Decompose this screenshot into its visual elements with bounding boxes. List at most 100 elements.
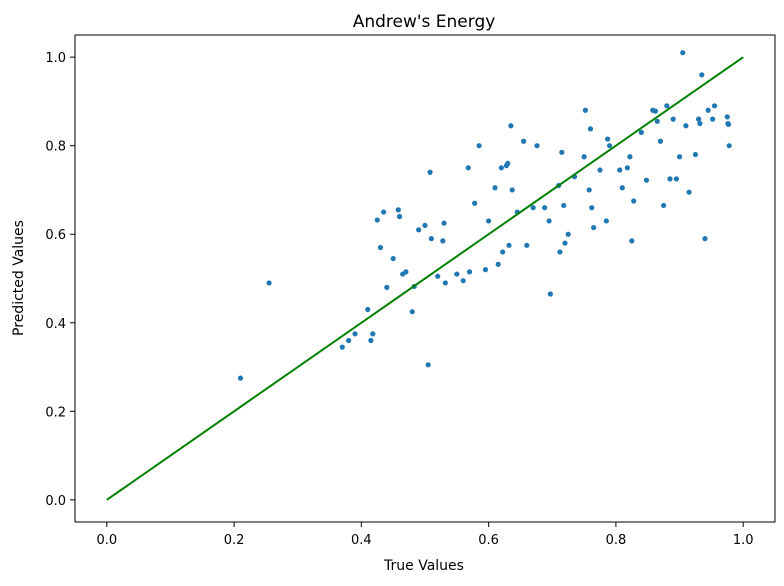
scatter-point: [428, 236, 434, 242]
scatter-point: [486, 218, 492, 224]
reference-line: [106, 56, 744, 501]
scatter-point: [346, 337, 352, 344]
scatter-point: [557, 249, 563, 255]
points-layer: [237, 50, 732, 381]
scatter-point: [547, 291, 553, 297]
scatter-point: [422, 222, 428, 228]
scatter-point: [624, 165, 630, 171]
scatter-point: [476, 143, 482, 149]
scatter-point: [460, 278, 466, 284]
scatter-point: [676, 154, 683, 160]
scatter-point: [561, 202, 567, 209]
x-tick-label: 0.2: [224, 533, 245, 548]
scatter-point: [664, 103, 670, 109]
scatter-point: [498, 165, 504, 171]
scatter-point: [521, 138, 527, 144]
scatter-point: [726, 143, 732, 149]
scatter-point: [617, 167, 623, 173]
scatter-point: [374, 217, 380, 223]
scatter-point: [395, 207, 401, 213]
x-axis-label: True Values: [383, 558, 464, 574]
scatter-point: [505, 160, 511, 166]
y-tick-label: 1.0: [45, 51, 66, 66]
scatter-point: [370, 331, 376, 337]
scatter-point: [711, 103, 718, 109]
scatter-point: [506, 242, 512, 248]
scatter-point: [652, 108, 658, 114]
scatter-point: [339, 344, 345, 350]
scatter-point: [352, 331, 358, 337]
scatter-point: [591, 224, 597, 231]
scatter-point: [589, 205, 595, 211]
scatter-point: [500, 249, 506, 255]
scatter-point: [581, 154, 587, 160]
x-tick-label: 0.4: [351, 533, 372, 548]
scatter-point: [629, 238, 635, 244]
scatter-point: [692, 151, 699, 158]
scatter-point: [482, 267, 489, 273]
scatter-point: [403, 269, 409, 275]
scatter-point: [377, 244, 384, 251]
scatter-point: [465, 165, 471, 171]
scatter-point: [266, 280, 272, 286]
scatter-point: [697, 120, 703, 127]
scatter-point: [508, 123, 514, 129]
scatter-point: [587, 126, 594, 132]
scatter-point: [565, 231, 571, 237]
scatter-point: [368, 337, 374, 344]
scatter-point: [686, 189, 692, 195]
scatter-point: [435, 273, 441, 279]
x-tick-label: 1.0: [733, 533, 754, 548]
scatter-point: [680, 50, 686, 56]
y-tick-label: 0.2: [45, 405, 66, 420]
scatter-point: [454, 271, 460, 277]
scatter-point: [657, 138, 664, 144]
scatter-point: [542, 205, 548, 211]
scatter-point: [705, 107, 711, 113]
scatter-point: [673, 176, 679, 182]
scatter-point: [654, 118, 660, 124]
scatter-point: [699, 72, 705, 78]
scatter-point: [472, 200, 478, 206]
line-layer: [106, 56, 744, 501]
scatter-point: [492, 185, 498, 191]
scatter-point: [381, 209, 387, 215]
scatter-point: [627, 154, 633, 160]
scatter-point: [661, 202, 667, 209]
plot-frame: [74, 34, 776, 523]
scatter-point: [724, 114, 730, 120]
scatter-point: [524, 242, 530, 248]
scatter-point: [696, 116, 702, 122]
scatter-point: [427, 169, 433, 175]
scatter-point: [534, 143, 540, 149]
scatter-point: [237, 375, 244, 381]
scatter-point: [559, 149, 565, 155]
scatter-point: [409, 309, 415, 315]
scatter-point: [670, 116, 676, 122]
scatter-point: [509, 187, 515, 193]
scatter-point: [442, 280, 448, 286]
scatter-point: [683, 123, 689, 129]
scatter-point: [582, 107, 588, 113]
scatter-point: [440, 238, 446, 244]
scatter-point: [603, 218, 609, 224]
scatter-point: [396, 213, 403, 220]
y-tick-label: 0.0: [45, 494, 66, 509]
scatter-point: [390, 255, 396, 262]
y-axis-label: Predicted Values: [11, 220, 27, 336]
scatter-point: [384, 284, 390, 290]
x-tick-label: 0.8: [606, 533, 627, 548]
scatter-point: [643, 177, 650, 183]
scatter-point: [725, 121, 732, 128]
y-axis-ticks: 0.0 0.2 0.4 0.6 0.8 1.0: [45, 51, 75, 509]
scatter-point: [365, 306, 371, 313]
scatter-point: [546, 218, 552, 224]
scatter-point: [495, 261, 501, 267]
scatter-point: [605, 136, 611, 142]
scatter-point: [425, 362, 431, 368]
y-tick-label: 0.4: [45, 317, 66, 332]
scatter-point: [597, 167, 603, 173]
x-tick-label: 0.6: [478, 533, 499, 548]
scatter-point: [466, 269, 473, 275]
scatter-point: [441, 220, 447, 226]
